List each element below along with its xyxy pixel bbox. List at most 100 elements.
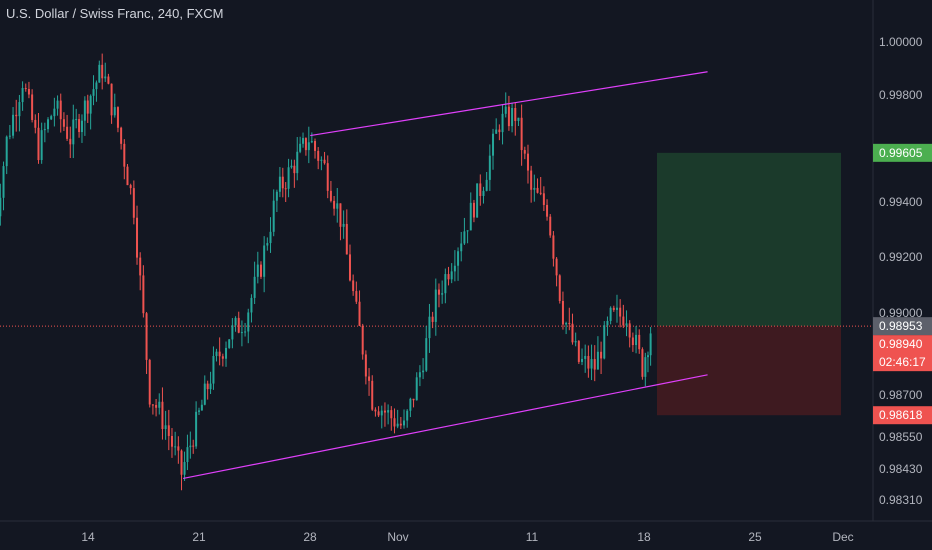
candle-body xyxy=(37,127,40,161)
target-price-tag-bg xyxy=(873,143,932,162)
candle-body xyxy=(581,358,584,362)
candle-body xyxy=(293,165,296,174)
candle-body xyxy=(504,106,507,114)
candle-body xyxy=(132,188,135,218)
candle-body xyxy=(542,193,545,205)
candle-body xyxy=(317,150,320,161)
candle-body xyxy=(203,383,206,405)
candle-body xyxy=(523,150,526,154)
candle-body xyxy=(409,398,412,411)
candle-body xyxy=(231,325,234,340)
candle-body xyxy=(606,320,609,326)
x-tick-label: 11 xyxy=(526,530,539,544)
candle-body xyxy=(590,359,593,369)
candle-body xyxy=(221,356,224,359)
candle-body xyxy=(368,376,371,381)
candle-body xyxy=(526,153,529,171)
candle-body xyxy=(552,235,555,259)
candle-body xyxy=(189,445,192,448)
candle-body xyxy=(47,119,50,130)
candle-body xyxy=(92,89,95,96)
candle-body xyxy=(646,355,649,358)
candle-body xyxy=(237,317,240,333)
candle-body xyxy=(72,119,75,145)
candle-body xyxy=(107,76,110,84)
candle-body xyxy=(434,289,437,322)
candle-body xyxy=(393,418,396,427)
candle-body xyxy=(129,185,132,189)
candle-body xyxy=(234,317,237,326)
candle-body xyxy=(596,351,599,370)
candle-body xyxy=(622,316,625,326)
candle-body xyxy=(387,410,390,413)
candle-body xyxy=(425,338,428,371)
candle-body xyxy=(31,94,34,120)
candle-body xyxy=(533,187,536,190)
candle-body xyxy=(565,322,568,325)
candle-body xyxy=(272,200,275,232)
candle-body xyxy=(437,289,440,295)
candle-body xyxy=(256,264,259,277)
stop-price-tag: 0.98618 xyxy=(879,408,923,422)
candle-body xyxy=(431,316,434,322)
current-price-tag: 0.98953 xyxy=(879,319,923,333)
candle-body xyxy=(511,108,514,127)
channel-lower-line[interactable] xyxy=(182,374,708,480)
candle-body xyxy=(206,383,209,390)
candle-body xyxy=(482,190,485,196)
x-tick-label: 21 xyxy=(192,530,206,544)
candle-body xyxy=(469,202,472,231)
candle-body xyxy=(12,114,15,136)
candle-body xyxy=(218,351,221,357)
candle-body xyxy=(412,398,415,401)
candle-body xyxy=(380,410,383,416)
candle-body xyxy=(450,271,453,280)
candle-body xyxy=(269,231,272,244)
candle-body xyxy=(374,409,377,412)
channel-upper-line[interactable] xyxy=(310,71,708,137)
y-tick-label: 0.98700 xyxy=(879,388,923,402)
candle-body xyxy=(145,313,148,360)
candle-body xyxy=(336,203,339,209)
candle-body xyxy=(390,410,393,419)
candle-body xyxy=(314,141,317,151)
candle-body xyxy=(123,143,126,167)
candle-body xyxy=(34,119,37,128)
candle-body xyxy=(403,420,406,426)
candle-body xyxy=(250,297,253,313)
candle-body xyxy=(183,462,186,475)
candle-body xyxy=(415,377,418,401)
candle-body xyxy=(78,119,81,133)
candle-body xyxy=(571,323,574,343)
candle-body xyxy=(69,138,72,145)
candle-body xyxy=(200,404,203,411)
candle-body xyxy=(266,243,269,246)
candle-body xyxy=(371,380,374,410)
candle-body xyxy=(139,257,142,276)
y-tick-label: 0.99200 xyxy=(879,250,923,264)
candle-body xyxy=(352,280,355,292)
candle-body xyxy=(333,200,336,209)
candle-body xyxy=(561,300,564,325)
candle-body xyxy=(463,231,466,244)
candle-body xyxy=(546,204,549,217)
candle-body xyxy=(86,100,89,114)
candle-body xyxy=(396,423,399,427)
y-tick-label: 0.99800 xyxy=(879,88,923,102)
target-price-tag: 0.99605 xyxy=(879,146,923,160)
candle-body xyxy=(228,339,231,348)
candle-body xyxy=(290,165,293,168)
candle-body xyxy=(609,307,612,321)
candle-body xyxy=(209,383,212,390)
candle-body xyxy=(345,223,348,255)
candle-body xyxy=(488,155,491,180)
candle-body xyxy=(192,445,195,447)
candle-body xyxy=(95,82,98,90)
candle-body xyxy=(136,217,139,258)
candle-body xyxy=(603,325,606,359)
y-tick-label: 0.98310 xyxy=(879,493,923,507)
y-tick-label: 1.00000 xyxy=(879,35,923,49)
candle-body xyxy=(644,357,647,377)
price-axis[interactable] xyxy=(873,0,932,550)
